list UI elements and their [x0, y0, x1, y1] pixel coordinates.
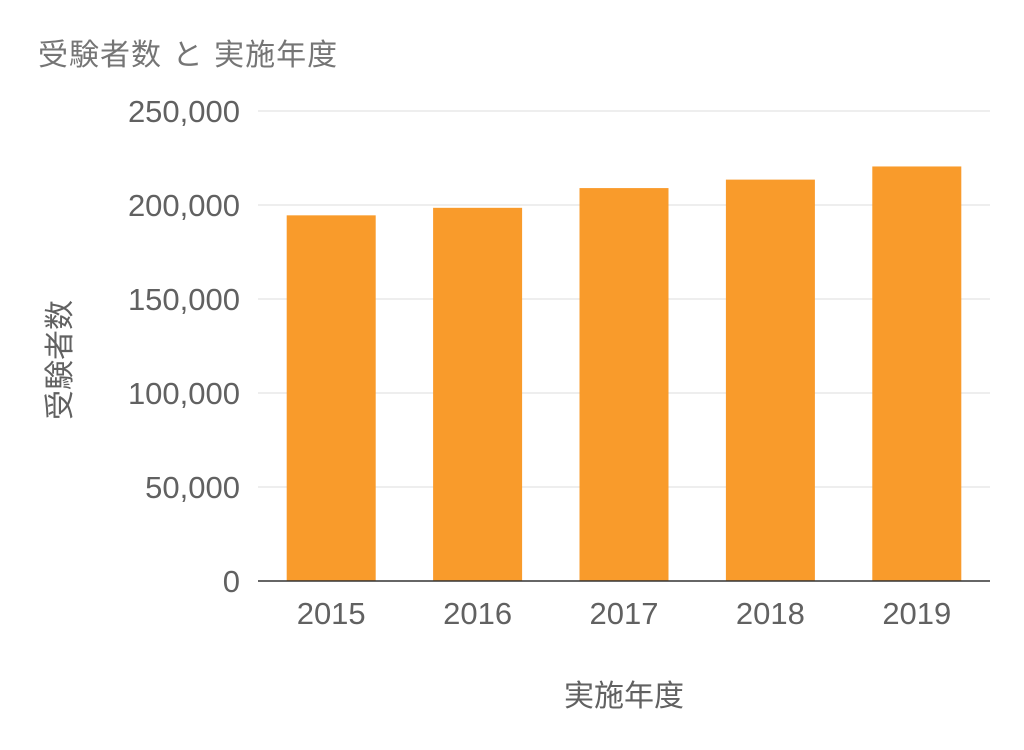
bar [579, 188, 669, 581]
x-tick-label: 2016 [443, 596, 512, 631]
bar [725, 179, 815, 581]
y-tick-label: 150,000 [128, 282, 240, 317]
x-tick-label: 2015 [297, 596, 366, 631]
chart-title: 受験者数 と 実施年度 [38, 38, 339, 73]
y-axis-title: 受験者数 [43, 300, 78, 420]
y-tick-label: 250,000 [128, 94, 240, 129]
y-tick-label: 0 [223, 564, 240, 599]
tick-labels: 0 50,000 100,000 150,000 200,000 250,000 2015 2… [128, 94, 951, 631]
y-tick-label: 200,000 [128, 188, 240, 223]
y-tick-label: 50,000 [145, 470, 240, 505]
y-tick-label: 100,000 [128, 376, 240, 411]
x-axis-title: 実施年度 [564, 679, 684, 714]
bar [286, 215, 376, 581]
x-tick-label: 2018 [736, 596, 805, 631]
bar [872, 166, 962, 581]
x-tick-label: 2017 [590, 596, 659, 631]
bars [286, 166, 962, 581]
bar [433, 207, 523, 581]
x-tick-label: 2019 [882, 596, 951, 631]
